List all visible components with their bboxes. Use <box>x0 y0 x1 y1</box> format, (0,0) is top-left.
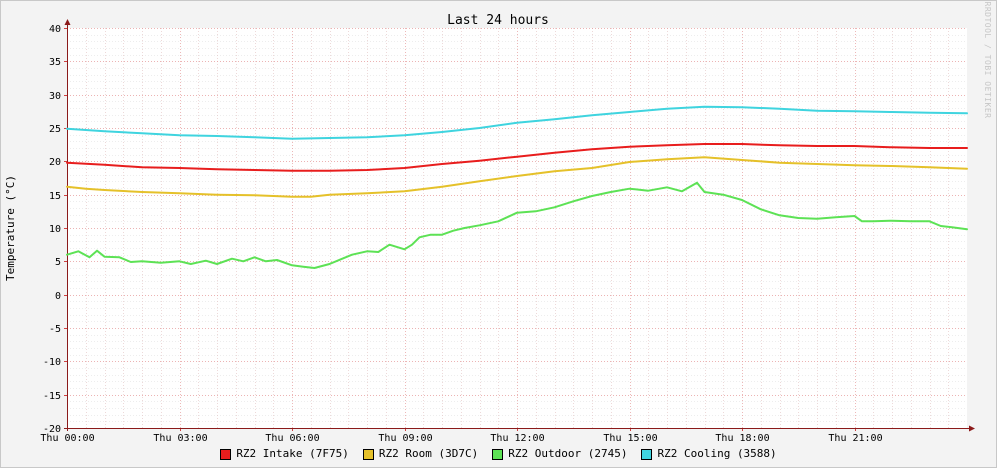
legend-swatch <box>641 448 653 460</box>
y-tick-label: 30 <box>49 91 61 102</box>
x-tick-label: Thu 00:00 <box>40 433 94 444</box>
y-tick-label: -10 <box>43 357 61 368</box>
x-tick-label: Thu 21:00 <box>828 433 882 444</box>
legend-swatch <box>362 448 374 460</box>
y-tick-label: 15 <box>49 191 61 202</box>
legend-swatch <box>220 448 232 460</box>
series-line <box>66 105 968 140</box>
x-axis-arrow <box>969 425 975 432</box>
series-line <box>66 181 968 269</box>
y-axis-label: Temperature (°C) <box>4 175 17 281</box>
chart-title: Last 24 hours <box>447 13 549 28</box>
x-tick-label: Thu 09:00 <box>378 433 432 444</box>
x-tick-label: Thu 18:00 <box>715 433 769 444</box>
x-tick-label: Thu 06:00 <box>265 433 319 444</box>
y-tick-label: 5 <box>55 257 61 268</box>
legend-item: RZ2 Room (3D7C) <box>362 446 479 462</box>
y-tick-label: 40 <box>49 24 61 35</box>
legend-item: RZ2 Cooling (3588) <box>641 446 777 462</box>
x-tick-label: Thu 12:00 <box>490 433 544 444</box>
y-tick-label: -20 <box>43 424 61 435</box>
plot-area <box>67 28 967 428</box>
legend-item: RZ2 Outdoor (2745) <box>492 446 627 462</box>
y-tick-label: 10 <box>49 224 61 235</box>
rrdtool-watermark: RRDTOOL / TOBI OETIKER <box>983 2 992 119</box>
y-tick-label: -15 <box>43 391 61 402</box>
y-tick-label: 25 <box>49 124 61 135</box>
series-line <box>66 143 968 172</box>
legend-label: RZ2 Intake (7F75) <box>236 447 349 460</box>
y-tick-label: 20 <box>49 157 61 168</box>
y-tick-label: 35 <box>49 57 61 68</box>
legend-label: RZ2 Outdoor (2745) <box>508 447 628 460</box>
legend: RZ2 Intake (7F75) RZ2 Room (3D7C) RZ2 Outd… <box>0 446 997 462</box>
x-tick-label: Thu 03:00 <box>153 433 207 444</box>
legend-item: RZ2 Intake (7F75) <box>220 446 349 462</box>
x-tick-label: Thu 15:00 <box>603 433 657 444</box>
legend-label: RZ2 Room (3D7C) <box>378 447 479 460</box>
legend-label: RZ2 Cooling (3588) <box>657 447 777 460</box>
y-tick-label: 0 <box>55 291 61 302</box>
y-axis-arrow <box>64 19 71 25</box>
y-tick-label: -5 <box>49 324 61 335</box>
series-line <box>66 156 968 198</box>
legend-swatch <box>492 448 504 460</box>
